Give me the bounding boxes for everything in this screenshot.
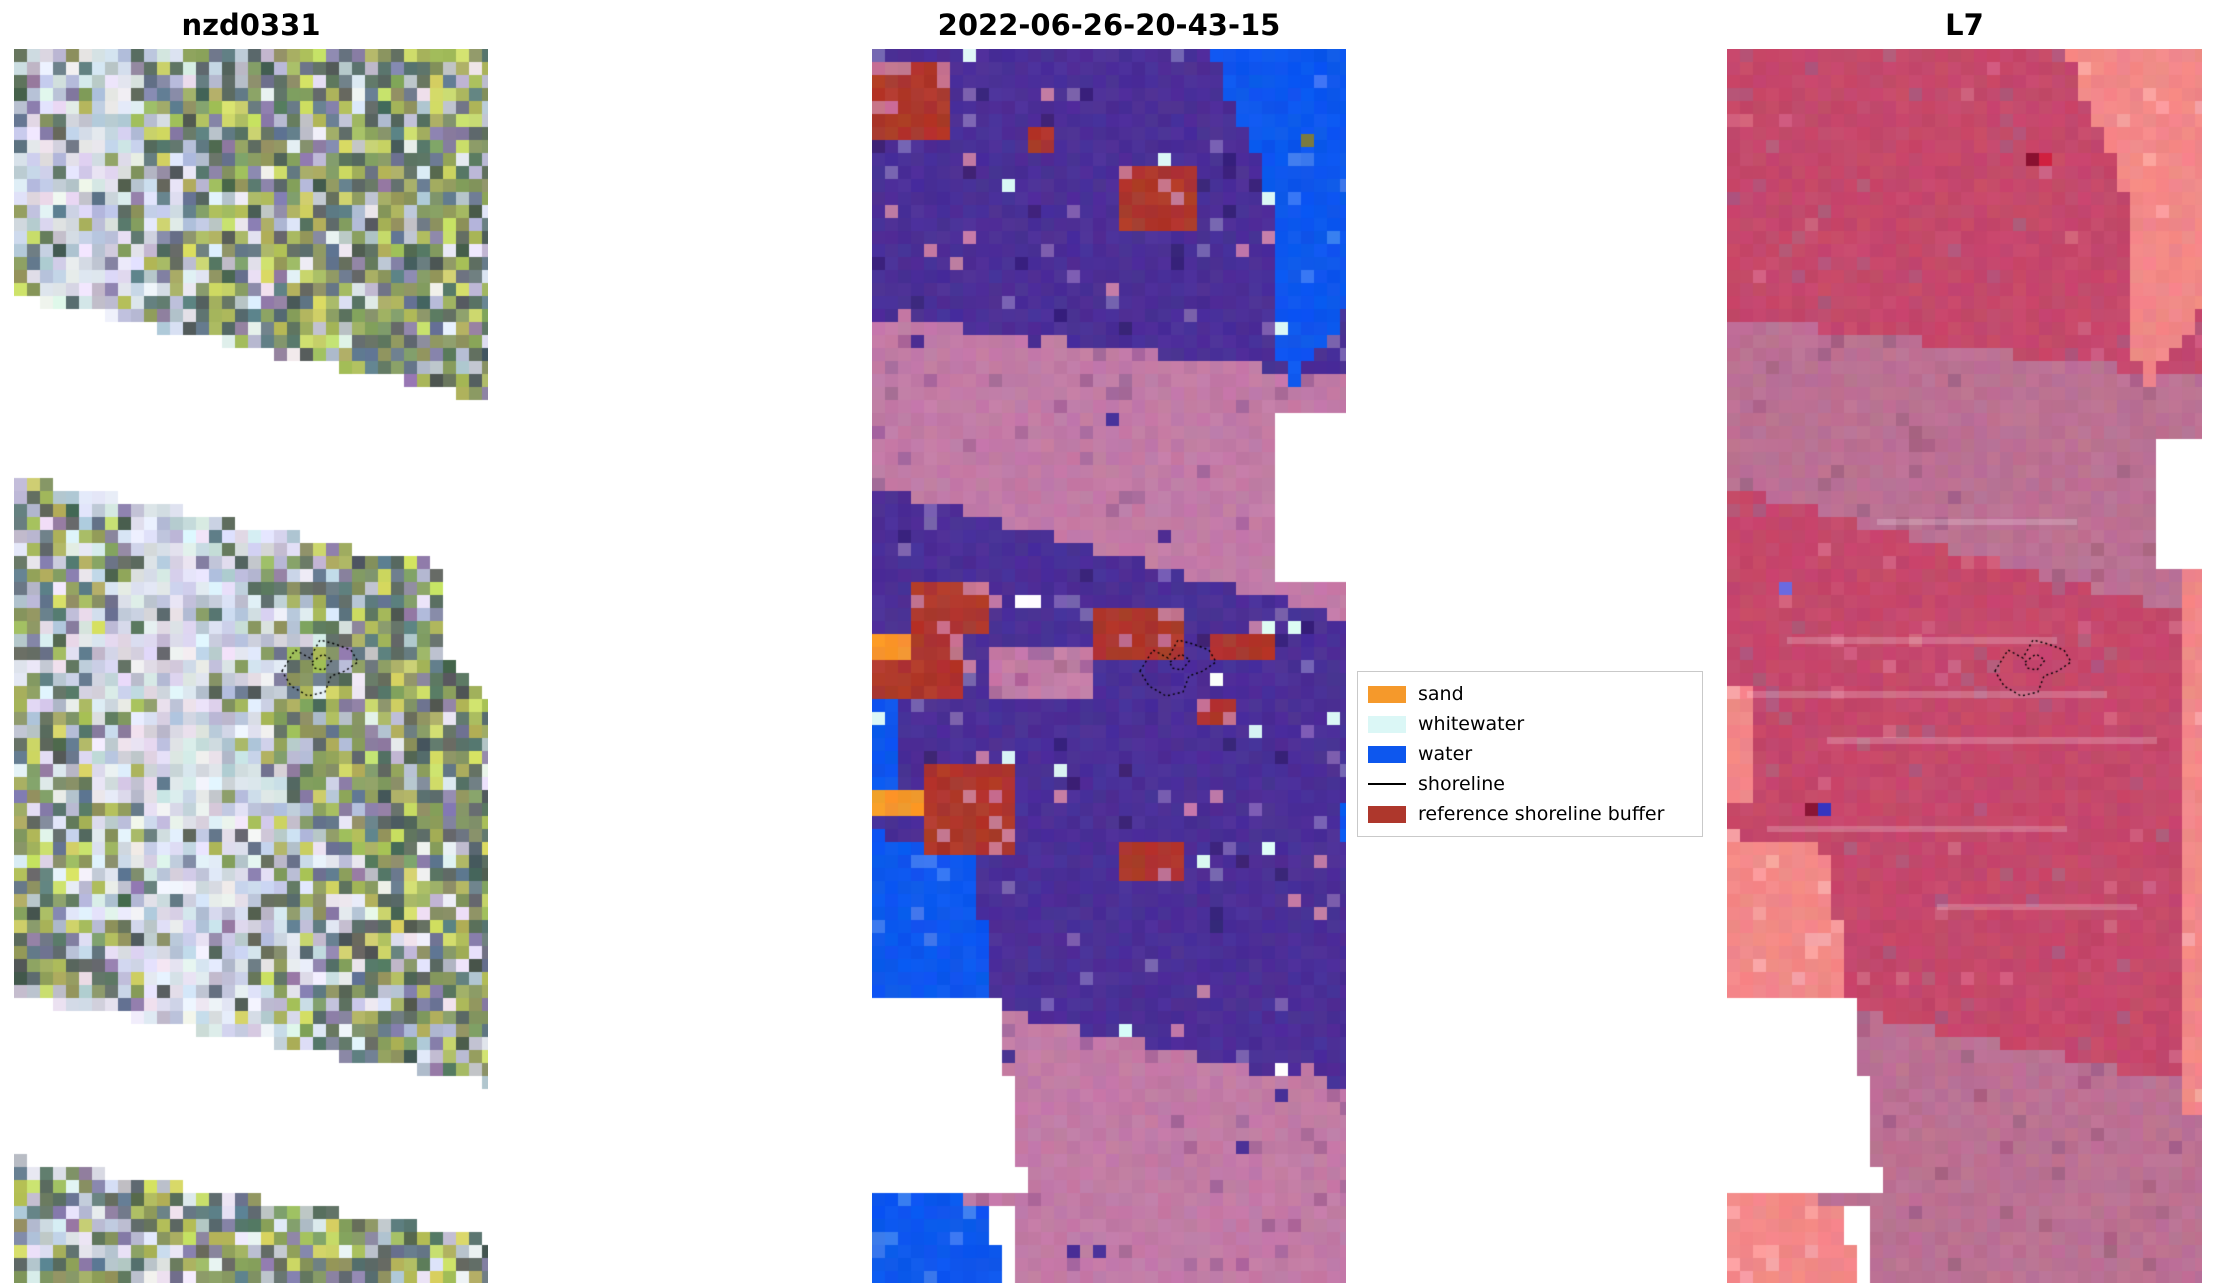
class-image-canvas <box>872 49 1346 1283</box>
panel-satellite: L7 <box>1727 0 2202 1283</box>
l7-image-canvas <box>1727 49 2202 1283</box>
panel-title-date: 2022-06-26-20-43-15 <box>937 7 1281 42</box>
legend-item-water: water <box>1368 740 1692 768</box>
legend-label-whitewater: whitewater <box>1418 713 1525 735</box>
rgb-image-canvas <box>14 49 488 1283</box>
sand-swatch-icon <box>1368 685 1406 703</box>
legend-item-shoreline: shoreline <box>1368 770 1692 798</box>
legend-item-sand: sand <box>1368 680 1692 708</box>
legend-label-shoreline: shoreline <box>1418 773 1505 795</box>
panel-classification: 2022-06-26-20-43-15 <box>872 0 1346 1283</box>
reference-buffer-swatch-icon <box>1368 805 1406 823</box>
water-swatch-icon <box>1368 745 1406 763</box>
legend-label-reference-buffer: reference shoreline buffer <box>1418 803 1665 825</box>
whitewater-swatch-icon <box>1368 715 1406 733</box>
legend-item-reference-buffer: reference shoreline buffer <box>1368 800 1692 828</box>
legend-label-sand: sand <box>1418 683 1464 705</box>
panel-title-sitename: nzd0331 <box>181 7 321 42</box>
shoreline-line-icon <box>1368 783 1406 785</box>
legend-item-whitewater: whitewater <box>1368 710 1692 738</box>
panel-title-satellite: L7 <box>1945 7 1984 42</box>
legend-label-water: water <box>1418 743 1473 765</box>
legend: sand whitewater water shoreline referenc… <box>1357 671 1703 837</box>
panel-rgb: nzd0331 <box>14 0 488 1283</box>
